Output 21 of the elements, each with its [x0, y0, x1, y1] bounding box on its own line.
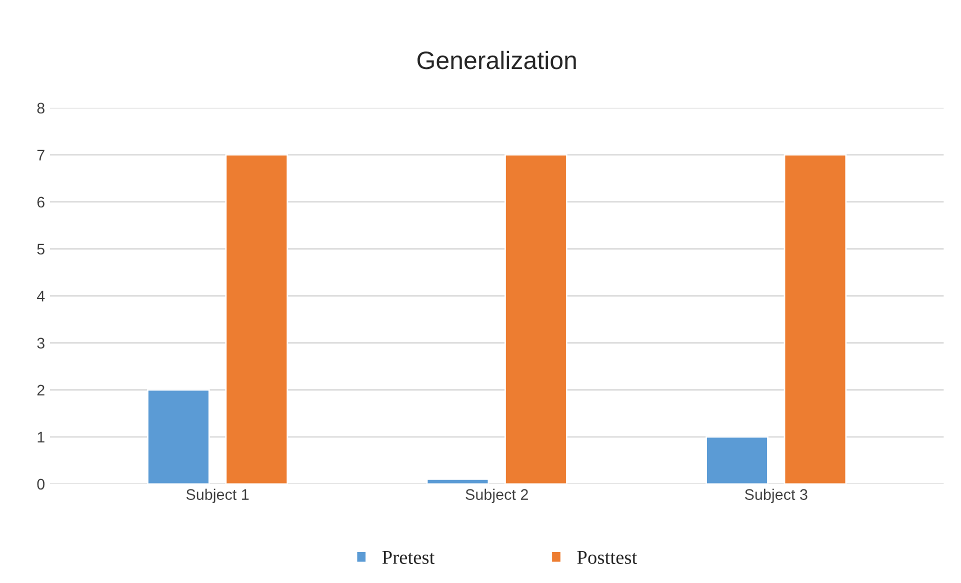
bar [784, 154, 847, 484]
y-tick-label: 1 [38, 432, 44, 442]
y-tick-label: 3 [37, 338, 44, 349]
y-tick-label: 0 [37, 478, 45, 490]
bar [225, 154, 288, 484]
chart-title: Generalization [417, 50, 576, 70]
y-tick-label: 8 [37, 102, 44, 114]
bar [504, 154, 568, 484]
y-tick-label: 2 [37, 384, 44, 396]
y-tick-label: 7 [37, 150, 44, 160]
x-tick-label: Subject 3 [744, 488, 808, 503]
y-tick-label: 4 [36, 290, 45, 302]
y-tick-label: 5 [37, 244, 44, 255]
legend-label: Posttest [577, 551, 638, 564]
x-tick-label: Subject 2 [466, 488, 528, 503]
x-tick-label: Subject 1 [186, 488, 249, 503]
bar [147, 389, 210, 484]
bar [426, 478, 490, 484]
y-tick-label: 6 [37, 196, 44, 208]
legend-label: Pretest [382, 551, 435, 564]
bar [706, 436, 768, 484]
